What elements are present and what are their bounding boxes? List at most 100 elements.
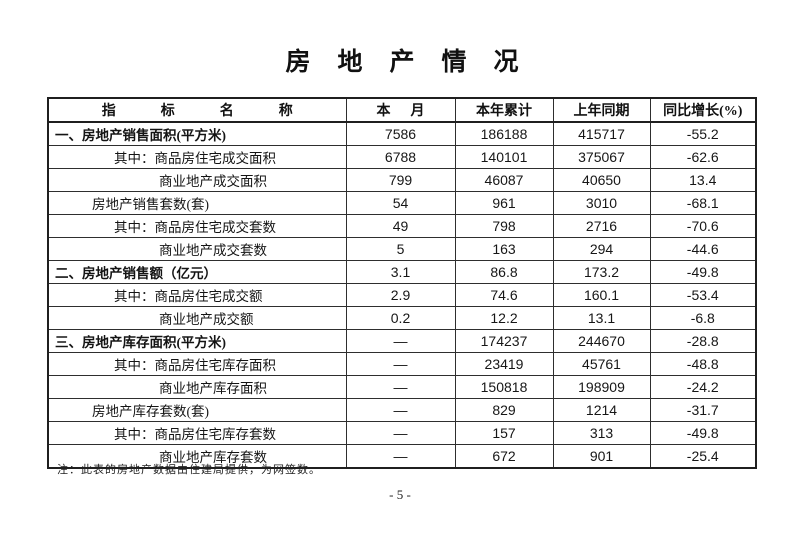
value-ytd: 74.6 [454, 283, 554, 307]
value-yoy: -55.2 [649, 121, 757, 146]
row-label: 其中：商品房住宅成交额 [47, 283, 347, 307]
row-label: 房地产库存套数(套) [47, 398, 347, 422]
table-row: 其中：商品房住宅库存套数 — 157 313 -49.8 [47, 421, 757, 445]
table-row: 商业地产库存面积 — 150818 198909 -24.2 [47, 375, 757, 399]
table-row: 其中：商品房住宅成交额 2.9 74.6 160.1 -53.4 [47, 283, 757, 307]
value-month: 6788 [345, 145, 456, 169]
header-yoy-growth: 同比增长(%) [649, 97, 757, 123]
value-ytd: 163 [454, 237, 554, 261]
table-row: 商业地产库存套数 — 672 901 -25.4 [47, 444, 757, 469]
value-yoy: -70.6 [649, 214, 757, 238]
value-month: — [345, 398, 456, 422]
table-row: 商业地产成交套数 5 163 294 -44.6 [47, 237, 757, 261]
value-yoy: -62.6 [649, 145, 757, 169]
value-month: 799 [345, 168, 456, 192]
real-estate-stats-table: 指标名称 本月 本年累计 上年同期 同比增长(%) 一、房地产销售面积(平方米)… [47, 97, 757, 469]
footnote: 注：此表的房地产数据由住建局提供，为网签数。 [57, 464, 321, 476]
value-yoy: -28.8 [649, 329, 757, 353]
value-yoy: -44.6 [649, 237, 757, 261]
row-label: 二、房地产销售额（亿元） [47, 260, 347, 284]
table-row: 商业地产成交额 0.2 12.2 13.1 -6.8 [47, 306, 757, 330]
table-row: 房地产销售套数(套) 54 961 3010 -68.1 [47, 191, 757, 215]
title-wrap: 房地产情况 [48, 42, 756, 78]
value-prev-year: 198909 [552, 375, 651, 399]
value-prev-year: 40650 [552, 168, 651, 192]
row-label: 其中：商品房住宅成交面积 [47, 145, 347, 169]
value-prev-year: 173.2 [552, 260, 651, 284]
page-title: 房地产情况 [285, 48, 546, 76]
value-month: 2.9 [345, 283, 456, 307]
value-prev-year: 415717 [552, 121, 651, 146]
header-prev-year: 上年同期 [552, 97, 651, 123]
value-month: 0.2 [345, 306, 456, 330]
row-label: 商业地产成交套数 [47, 237, 347, 261]
row-label: 商业地产库存面积 [47, 375, 347, 399]
value-yoy: -25.4 [649, 444, 757, 469]
value-month: — [345, 444, 456, 469]
value-prev-year: 294 [552, 237, 651, 261]
page-number: - 5 - [389, 487, 411, 502]
value-ytd: 186188 [454, 121, 554, 146]
value-ytd: 23419 [454, 352, 554, 376]
value-prev-year: 1214 [552, 398, 651, 422]
table-row: 其中：商品房住宅库存面积 — 23419 45761 -48.8 [47, 352, 757, 376]
value-prev-year: 2716 [552, 214, 651, 238]
value-month: 5 [345, 237, 456, 261]
value-month: — [345, 352, 456, 376]
row-label: 商业地产库存套数 [47, 444, 347, 469]
header-current-month: 本月 [345, 97, 456, 123]
header-ytd: 本年累计 [454, 97, 554, 123]
value-yoy: -31.7 [649, 398, 757, 422]
table-row: 一、房地产销售面积(平方米) 7586 186188 415717 -55.2 [47, 121, 757, 146]
row-label: 其中：商品房住宅库存面积 [47, 352, 347, 376]
value-yoy: -49.8 [649, 260, 757, 284]
value-ytd: 86.8 [454, 260, 554, 284]
table-row: 商业地产成交面积 799 46087 40650 13.4 [47, 168, 757, 192]
value-ytd: 157 [454, 421, 554, 445]
table-header-row: 指标名称 本月 本年累计 上年同期 同比增长(%) [47, 97, 757, 123]
table-row: 二、房地产销售额（亿元） 3.1 86.8 173.2 -49.8 [47, 260, 757, 284]
row-label: 三、房地产库存面积(平方米) [47, 329, 347, 353]
row-label: 房地产销售套数(套) [47, 191, 347, 215]
value-ytd: 12.2 [454, 306, 554, 330]
value-ytd: 961 [454, 191, 554, 215]
value-prev-year: 244670 [552, 329, 651, 353]
value-prev-year: 313 [552, 421, 651, 445]
value-month: — [345, 329, 456, 353]
value-yoy: -6.8 [649, 306, 757, 330]
table-row: 其中：商品房住宅成交面积 6788 140101 375067 -62.6 [47, 145, 757, 169]
value-prev-year: 375067 [552, 145, 651, 169]
value-yoy: -24.2 [649, 375, 757, 399]
value-yoy: -53.4 [649, 283, 757, 307]
row-label: 其中：商品房住宅库存套数 [47, 421, 347, 445]
table-row: 其中：商品房住宅成交套数 49 798 2716 -70.6 [47, 214, 757, 238]
value-ytd: 140101 [454, 145, 554, 169]
row-label: 商业地产成交面积 [47, 168, 347, 192]
row-label: 一、房地产销售面积(平方米) [47, 121, 347, 146]
value-month: 54 [345, 191, 456, 215]
value-yoy: 13.4 [649, 168, 757, 192]
header-indicator-name: 指标名称 [47, 97, 347, 123]
value-ytd: 46087 [454, 168, 554, 192]
value-month: 7586 [345, 121, 456, 146]
value-ytd: 798 [454, 214, 554, 238]
row-label: 其中：商品房住宅成交套数 [47, 214, 347, 238]
value-prev-year: 901 [552, 444, 651, 469]
value-month: 49 [345, 214, 456, 238]
value-yoy: -49.8 [649, 421, 757, 445]
value-ytd: 150818 [454, 375, 554, 399]
value-ytd: 672 [454, 444, 554, 469]
value-ytd: 829 [454, 398, 554, 422]
value-month: 3.1 [345, 260, 456, 284]
value-prev-year: 160.1 [552, 283, 651, 307]
value-prev-year: 3010 [552, 191, 651, 215]
row-label: 商业地产成交额 [47, 306, 347, 330]
table-row: 房地产库存套数(套) — 829 1214 -31.7 [47, 398, 757, 422]
value-ytd: 174237 [454, 329, 554, 353]
value-yoy: -48.8 [649, 352, 757, 376]
value-month: — [345, 375, 456, 399]
value-yoy: -68.1 [649, 191, 757, 215]
value-prev-year: 45761 [552, 352, 651, 376]
value-month: — [345, 421, 456, 445]
